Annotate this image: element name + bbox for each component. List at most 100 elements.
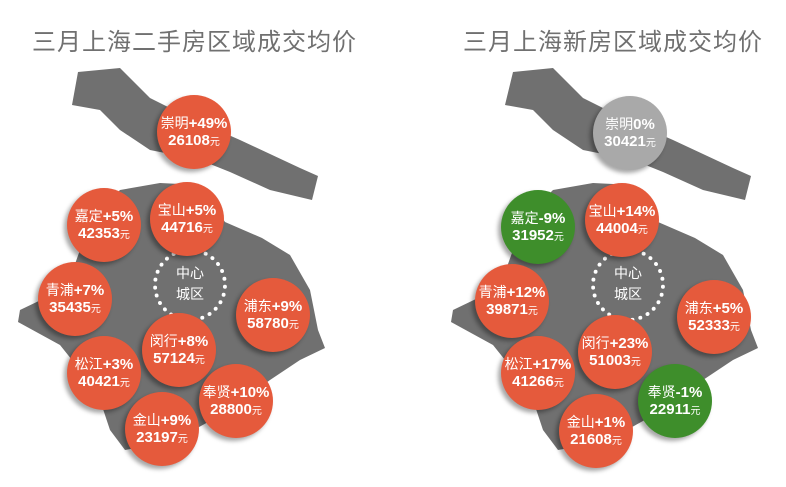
unit-label: 元 [637,225,648,236]
district-qingpu[interactable]: 青浦+12% 39871元 [475,264,549,338]
center-label-line2: 城区 [176,287,204,303]
new-housing-panel: 三月上海新房区域成交均价 中心 城区 崇明0% 30421元 嘉定-9% 319… [393,0,786,487]
avg-price: 26108 [168,132,210,149]
unit-label: 元 [630,357,641,368]
district-name: 金山 [132,412,161,429]
change-pct: +1% [594,413,626,431]
change-pct: +5% [712,299,744,317]
central-district-marker: 中心 城区 [153,248,227,322]
district-baoshan[interactable]: 宝山+14% 44004元 [585,183,659,257]
district-songjiang[interactable]: 松江+3% 40421元 [67,336,141,410]
district-pudong[interactable]: 浦东+9% 58780元 [236,278,310,352]
change-pct: +10% [230,383,270,401]
unit-label: 元 [645,138,656,149]
change-pct: +5% [185,201,217,219]
district-name: 松江 [74,356,103,373]
avg-price: 42353 [78,225,120,242]
avg-price: 58780 [247,315,289,332]
unit-label: 元 [527,306,538,317]
district-name: 浦东 [684,300,713,317]
panel-title: 三月上海新房区域成交均价 [463,28,763,56]
district-jinshan[interactable]: 金山+1% 21608元 [559,394,633,468]
avg-price: 21608 [570,431,612,448]
change-pct: +14% [616,202,656,220]
second-hand-housing-panel: 三月上海二手房区域成交均价 中心 城区 崇明+49% 26108元 嘉定+5% … [18,28,357,466]
unit-label: 元 [611,436,622,447]
district-name: 浦东 [243,298,272,315]
district-chongming[interactable]: 崇明+49% 26108元 [157,95,231,169]
avg-price: 31952 [512,227,554,244]
unit-label: 元 [119,230,130,241]
change-pct: +17% [532,355,572,373]
district-name: 松江 [504,356,533,373]
unit-label: 元 [119,378,130,389]
district-baoshan[interactable]: 宝山+5% 44716元 [150,182,224,256]
unit-label: 元 [90,304,101,315]
district-songjiang[interactable]: 松江+17% 41266元 [501,336,575,410]
change-pct: +8% [177,332,209,350]
unit-label: 元 [209,137,220,148]
district-jiading[interactable]: 嘉定+5% 42353元 [67,188,141,262]
avg-price: 22911 [649,401,691,418]
unit-label: 元 [251,406,262,417]
avg-price: 39871 [486,301,528,318]
change-pct: -1% [675,383,703,401]
district-qingpu[interactable]: 青浦+7% 35435元 [38,262,112,336]
panel-title: 三月上海二手房区域成交均价 [32,28,357,56]
avg-price: 57124 [153,350,195,367]
district-minhang[interactable]: 闵行+8% 57124元 [142,313,216,387]
unit-label: 元 [194,355,205,366]
district-fengxian[interactable]: 奉贤+10% 28800元 [199,364,273,438]
district-name: 金山 [566,414,595,431]
avg-price: 28800 [210,401,252,418]
avg-price: 44716 [161,219,203,236]
district-minhang[interactable]: 闵行+23% 51003元 [578,315,652,389]
unit-label: 元 [553,232,564,243]
center-label-line2: 城区 [614,287,642,303]
avg-price: 23197 [136,429,178,446]
district-name: 奉贤 [647,384,676,401]
change-pct: 0% [633,115,655,133]
center-label-line1: 中心 [614,266,642,282]
change-pct: +12% [506,283,546,301]
unit-label: 元 [729,322,740,333]
district-name: 嘉定 [510,210,539,227]
change-pct: +9% [271,297,303,315]
district-name: 宝山 [588,203,617,220]
district-jiading[interactable]: 嘉定-9% 31952元 [501,190,575,264]
district-name: 嘉定 [74,208,103,225]
district-name: 青浦 [45,282,74,299]
avg-price: 51003 [589,352,631,369]
center-label-line1: 中心 [176,266,204,282]
avg-price: 35435 [49,299,91,316]
district-chongming[interactable]: 崇明0% 30421元 [593,96,667,170]
change-pct: +23% [609,334,649,352]
avg-price: 41266 [512,373,554,390]
district-name: 奉贤 [202,384,231,401]
district-name: 青浦 [478,284,507,301]
change-pct: +9% [160,411,192,429]
district-name: 崇明 [605,116,634,133]
change-pct: -9% [538,209,566,227]
district-name: 闵行 [149,333,178,350]
change-pct: +5% [102,207,134,225]
change-pct: +49% [188,114,228,132]
avg-price: 52333 [688,317,730,334]
change-pct: +3% [102,355,134,373]
district-jinshan[interactable]: 金山+9% 23197元 [125,392,199,466]
unit-label: 元 [553,378,564,389]
district-name: 闵行 [581,335,610,352]
unit-label: 元 [690,406,701,417]
district-name: 宝山 [157,202,186,219]
district-name: 崇明 [160,115,189,132]
unit-label: 元 [177,434,188,445]
change-pct: +7% [73,281,105,299]
district-fengxian[interactable]: 奉贤-1% 22911元 [638,364,712,438]
avg-price: 44004 [596,220,638,237]
unit-label: 元 [202,224,213,235]
avg-price: 30421 [604,133,646,150]
avg-price: 40421 [78,373,120,390]
unit-label: 元 [288,320,299,331]
district-pudong[interactable]: 浦东+5% 52333元 [677,280,751,354]
central-district-marker: 中心 城区 [591,248,665,322]
